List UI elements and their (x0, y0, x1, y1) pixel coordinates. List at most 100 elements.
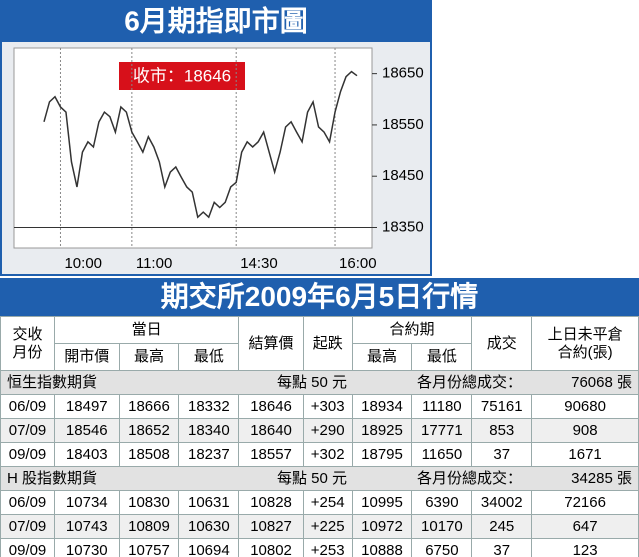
cell: 18795 (351, 442, 413, 467)
column-subheader: 最高 (351, 343, 413, 371)
cell: 17771 (411, 418, 473, 443)
annotation-box (119, 62, 245, 90)
cell: 10827 (238, 514, 304, 539)
data-row: 09/09 18403 18508 18237 18557 +302 18795 11650 3… (0, 442, 639, 467)
cell: 11180 (411, 394, 473, 419)
cell: 18925 (351, 418, 413, 443)
section-total-label: 各月份總成交： (417, 373, 523, 391)
x-tick-label: 16:00 (339, 255, 377, 272)
cell: 908 (531, 418, 639, 443)
section-unit: 每點 50 元 (277, 373, 348, 391)
cell: 10830 (118, 490, 180, 515)
column-header: 起跌 (302, 316, 353, 371)
section-unit: 每點 50 元 (277, 469, 348, 487)
section-name: H 股指數期貨 (7, 469, 98, 487)
chart-title: 6月期指即市圖 (124, 4, 308, 36)
y-tick-label: 18650 (382, 65, 424, 82)
cell: 647 (531, 514, 639, 539)
cell: 07/09 (0, 514, 56, 539)
section-total: 34285 張 (571, 469, 632, 487)
cell: 18403 (54, 442, 120, 467)
cell: 37 (471, 538, 533, 557)
cell: 18340 (178, 418, 240, 443)
cell: 10631 (178, 490, 240, 515)
data-row: 07/09 10743 10809 10630 10827 +225 10972 10170 2… (0, 514, 639, 539)
cell: 1671 (531, 442, 639, 467)
cell: 18666 (118, 394, 180, 419)
cell: 10972 (351, 514, 413, 539)
cell: 18546 (54, 418, 120, 443)
cell: 10809 (118, 514, 180, 539)
cell: 10734 (54, 490, 120, 515)
cell: +302 (302, 442, 353, 467)
y-tick-label: 18350 (382, 218, 424, 235)
column-header: 當日 (54, 316, 240, 344)
x-tick-label: 11:00 (136, 255, 172, 272)
cell: 18557 (238, 442, 304, 467)
cell: 18646 (238, 394, 304, 419)
cell: 10757 (118, 538, 180, 557)
data-row: 06/09 10734 10830 10631 10828 +254 10995 6390 34… (0, 490, 639, 515)
price-line (43, 70, 358, 219)
column-header: 合約期 (351, 316, 473, 344)
data-row: 06/09 18497 18666 18332 18646 +303 18934 11180 7… (0, 394, 639, 419)
x-tick-label: 14:30 (240, 255, 278, 272)
header-row: 交收 月份 當日 結算價 起跌 合約期 成交 上日未平倉 合約(張) (0, 316, 639, 371)
column-header: 上日未平倉 合約(張) (531, 316, 639, 371)
cell: 18237 (178, 442, 240, 467)
cell: 18652 (118, 418, 180, 443)
section-total: 76068 張 (571, 373, 632, 391)
table-title: 期交所2009年6月5日行情 (0, 278, 639, 316)
cell: +253 (302, 538, 353, 557)
cell: 18497 (54, 394, 120, 419)
x-tick-label: 10:00 (64, 255, 102, 272)
cell: 11650 (411, 442, 473, 467)
cell: 06/09 (0, 394, 56, 419)
cell: 10828 (238, 490, 304, 515)
cell: 75161 (471, 394, 533, 419)
cell: 34002 (471, 490, 533, 515)
table: 交收 月份 當日 結算價 起跌 合約期 成交 上日未平倉 合約(張) 開市價 最高 最低 最高 最低恒… (0, 316, 639, 557)
cell: 10802 (238, 538, 304, 557)
cell: 09/09 (0, 442, 56, 467)
cell: +303 (302, 394, 353, 419)
cell: +290 (302, 418, 353, 443)
cell: 90680 (531, 394, 639, 419)
cell: 37 (471, 442, 533, 467)
section-row: H 股指數期貨 每點 50 元 各月份總成交： 34285 張 (0, 466, 639, 491)
data-row: 07/09 18546 18652 18340 18640 +290 18925 17771 8… (0, 418, 639, 443)
section-info: 恒生指數期貨 每點 50 元 各月份總成交： 76068 張 (1, 374, 638, 392)
annotation: 收市：18646 (133, 66, 231, 85)
data-row: 09/09 10730 10757 10694 10802 +253 10888 6750 37… (0, 538, 639, 557)
column-header: 成交 (471, 316, 533, 371)
cell: 6390 (411, 490, 473, 515)
cell: 853 (471, 418, 533, 443)
section-row: 恒生指數期貨 每點 50 元 各月份總成交： 76068 張 (0, 370, 639, 395)
cell: 72166 (531, 490, 639, 515)
cell: 10995 (351, 490, 413, 515)
column-subheader: 開市價 (54, 343, 120, 371)
section-info: H 股指數期貨 每點 50 元 各月份總成交： 34285 張 (1, 470, 638, 488)
title-banner (2, 2, 430, 42)
section-cell: H 股指數期貨 每點 50 元 各月份總成交： 34285 張 (0, 466, 639, 491)
cell: 18508 (118, 442, 180, 467)
cell: 18934 (351, 394, 413, 419)
section-name: 恒生指數期貨 (7, 373, 98, 391)
column-header: 交收 月份 (0, 316, 56, 371)
cell: 10730 (54, 538, 120, 557)
y-tick-label: 18550 (382, 116, 424, 133)
cell: 18332 (178, 394, 240, 419)
table-panel: 期交所2009年6月5日行情 交收 月份 當日 結算價 起跌 合約期 成交 上日未平倉 合約… (0, 278, 639, 557)
cell: 123 (531, 538, 639, 557)
cell: 10630 (178, 514, 240, 539)
chart: 6月期指即市圖 收市：18646 18350 18450 18550 18650 10:… (2, 2, 430, 272)
column-subheader: 最低 (411, 343, 473, 371)
chart-panel: 6月期指即市圖 收市：18646 18350 18450 18550 18650 10:… (0, 0, 432, 276)
cell: 10170 (411, 514, 473, 539)
cell: 6750 (411, 538, 473, 557)
cell: +254 (302, 490, 353, 515)
cell: 10888 (351, 538, 413, 557)
column-header: 結算價 (238, 316, 304, 371)
column-subheader: 最低 (178, 343, 240, 371)
